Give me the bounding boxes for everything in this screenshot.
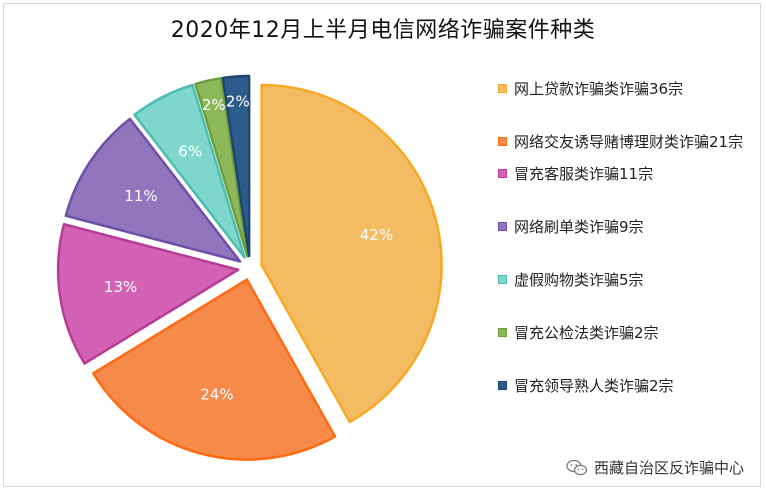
chart-title: 2020年12月上半月电信网络诈骗案件种类: [170, 18, 596, 43]
pie-slice-2: [92, 278, 337, 461]
wechat-icon: [566, 459, 588, 475]
pie-slice-4: [64, 117, 242, 263]
legend-label-4: 网络刷单类诈骗9宗: [514, 218, 644, 236]
legend-label-6: 冒充公检法类诈骗2宗: [514, 324, 659, 342]
legend-item-6: 冒充公检法类诈骗2宗: [498, 322, 758, 344]
legend-item-7: 冒充领导熟人类诈骗2宗: [498, 375, 758, 397]
legend-swatch-2: [498, 137, 507, 146]
legend-label-7: 冒充领导熟人类诈骗2宗: [514, 377, 674, 395]
pie-slice-6: [194, 76, 249, 258]
legend-swatch-1: [498, 84, 507, 93]
pie-label-4: 11%: [124, 187, 157, 205]
pie-slice-5: [133, 83, 246, 259]
legend-swatch-4: [498, 222, 507, 231]
pie-label-7: 2%: [226, 93, 250, 111]
legend-swatch-5: [498, 275, 507, 284]
pie-label-1: 42%: [360, 226, 393, 244]
legend-item-2: 网络交友诱导赌博理财类诈骗21宗: [498, 131, 758, 153]
pie-label-5: 6%: [178, 143, 202, 161]
pie-label-3: 13%: [104, 278, 137, 296]
pie-slice-3: [56, 222, 240, 365]
legend-label-1: 网上贷款诈骗类诈骗36宗: [514, 80, 684, 98]
legend-swatch-6: [498, 328, 507, 337]
legend-swatch-3: [498, 169, 507, 178]
legend-swatch-7: [498, 381, 507, 390]
legend-label-2: 网络交友诱导赌博理财类诈骗21宗: [514, 133, 744, 151]
legend-label-3: 冒充客服类诈骗11宗: [514, 165, 654, 183]
legend-item-1: 网上贷款诈骗类诈骗36宗: [498, 78, 758, 100]
watermark: 西藏自治区反诈骗中心: [566, 457, 744, 478]
legend-label-5: 虚假购物类诈骗5宗: [514, 271, 644, 289]
legend-item-3: 冒充客服类诈骗11宗: [498, 163, 758, 185]
pie-label-6: 2%: [202, 96, 226, 114]
pie-slice-1: [260, 83, 443, 424]
legend: 网上贷款诈骗类诈骗36宗网络交友诱导赌博理财类诈骗21宗 冒充客服类诈骗11宗 网络…: [498, 78, 758, 397]
pie-label-2: 24%: [200, 386, 233, 404]
legend-item-4: 网络刷单类诈骗9宗: [498, 216, 758, 238]
watermark-text: 西藏自治区反诈骗中心: [593, 459, 744, 477]
legend-item-5: 虚假购物类诈骗5宗: [498, 269, 758, 291]
pie-slice-7: [221, 74, 251, 258]
